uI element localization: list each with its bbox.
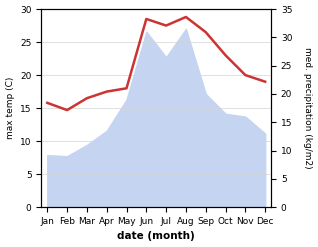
Y-axis label: med. precipitation (kg/m2): med. precipitation (kg/m2): [303, 47, 313, 169]
X-axis label: date (month): date (month): [117, 231, 195, 242]
Y-axis label: max temp (C): max temp (C): [5, 77, 15, 139]
